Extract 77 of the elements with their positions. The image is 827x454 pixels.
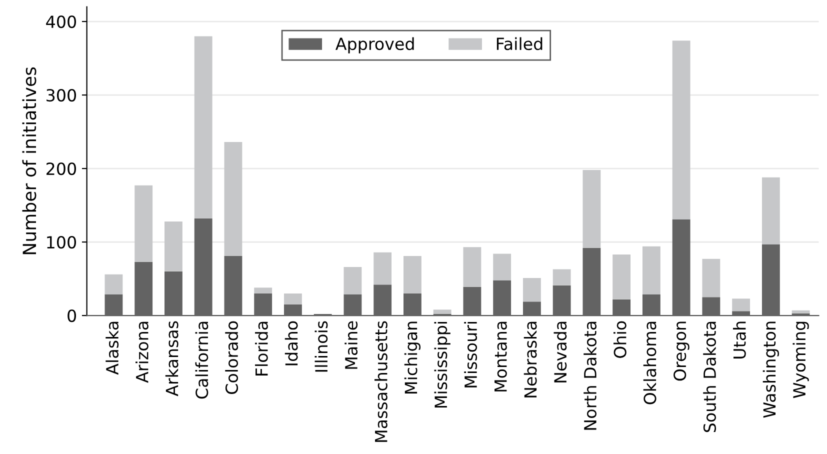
bar [582, 170, 601, 248]
bar [224, 142, 242, 256]
bar [702, 297, 720, 316]
bar [672, 40, 690, 220]
bar [792, 313, 810, 316]
bar [224, 256, 242, 316]
x-tick-label: Washington [762, 322, 779, 418]
x-tick-label: Oregon [674, 322, 690, 381]
bar [732, 298, 750, 312]
bar [463, 286, 482, 316]
bar [522, 302, 541, 316]
bar [254, 293, 272, 316]
bar [164, 271, 182, 316]
bar [104, 274, 123, 294]
x-tick-label: Mississippi [434, 322, 450, 408]
bar [522, 278, 541, 302]
bar [433, 310, 452, 314]
bar [702, 258, 720, 298]
bar [344, 294, 362, 316]
bar [134, 262, 153, 316]
bar [284, 293, 302, 305]
bar [104, 294, 123, 316]
x-tick-label: Oklahoma [643, 322, 656, 404]
bar [374, 284, 392, 316]
x-tick-label: Michigan [404, 322, 421, 394]
bar [612, 299, 631, 316]
bar [493, 254, 512, 280]
bar [134, 185, 153, 262]
bar [463, 247, 482, 287]
legend-label: Failed [496, 37, 542, 50]
y-tick-label: 200 [46, 162, 76, 176]
bar [552, 285, 571, 316]
bar [642, 246, 660, 294]
x-tick-label: Alaska [106, 322, 119, 375]
bar [792, 310, 810, 314]
bar [612, 254, 631, 300]
x-tick-label: Florida [255, 322, 268, 376]
legend-label: Approved [335, 37, 414, 54]
bar [254, 288, 272, 294]
x-tick-label: Idaho [284, 321, 298, 366]
y-tick-label: 300 [46, 88, 76, 102]
x-tick-label: California [195, 322, 208, 399]
x-tick-label: Nebraska [524, 322, 537, 398]
bar [344, 267, 362, 294]
bar [672, 219, 690, 316]
bar [374, 252, 392, 285]
x-tick-label: Utah [732, 322, 746, 358]
y-tick-label: 400 [46, 15, 76, 28]
bar [403, 256, 422, 294]
x-tick-label: Arizona [136, 322, 148, 383]
x-tick-label: South Dakota [703, 322, 716, 432]
bar [403, 293, 422, 316]
x-tick-label: Wyoming [792, 322, 809, 398]
bar [762, 177, 780, 244]
bar [732, 311, 750, 316]
bar [582, 248, 601, 316]
x-tick-label: Arkansas [165, 321, 178, 396]
x-tick-label: Colorado [225, 321, 238, 394]
bar [284, 304, 302, 316]
x-tick-label: Massachusetts [374, 321, 388, 442]
bar [642, 294, 660, 316]
y-tick-label: 0 [68, 309, 76, 322]
x-tick-label: North Dakota [584, 322, 597, 430]
x-tick-label: Nevada [554, 322, 567, 382]
bar [493, 280, 512, 316]
y-tick-label: 100 [47, 236, 76, 249]
x-tick-label: Missouri [464, 322, 478, 388]
x-tick-label: Maine [344, 321, 358, 369]
bar [552, 269, 571, 286]
bar [194, 218, 212, 316]
bar [164, 221, 182, 272]
x-tick-label: Illinois [314, 321, 328, 372]
bar [762, 244, 780, 316]
bar [194, 36, 212, 219]
y-axis-title: Number of initiatives [22, 67, 36, 254]
x-tick-label: Ohio [614, 321, 626, 358]
x-tick-label: Montana [494, 322, 507, 392]
